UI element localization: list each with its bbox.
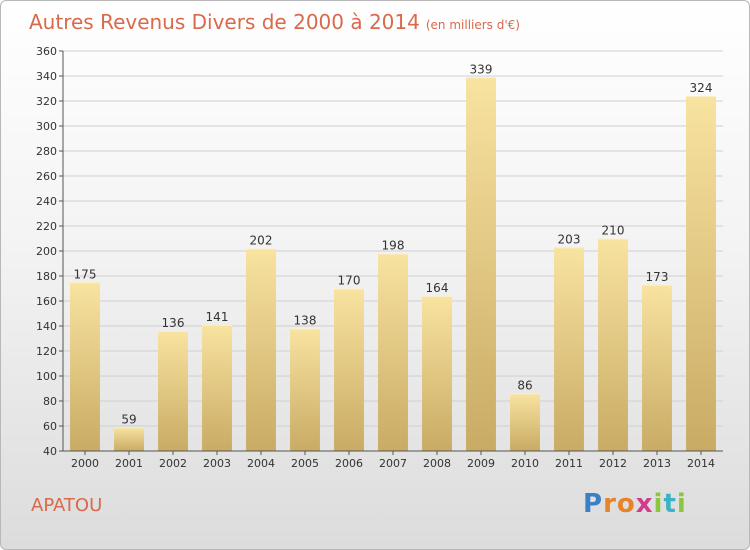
- bars: [70, 77, 716, 451]
- x-tick-label: 2000: [71, 457, 99, 470]
- chart-title-text: Autres Revenus Divers de 2000 à 2014: [29, 10, 420, 34]
- y-tick-label: 140: [36, 320, 57, 333]
- x-tick-label: 2007: [379, 457, 407, 470]
- data-label: 164: [426, 281, 449, 295]
- logo-letter: x: [635, 489, 654, 519]
- labels: 40 60 80 100 120 140 160 180 200 220 240 260 280 300 3…: [36, 45, 715, 470]
- y-tick-label: 340: [36, 70, 57, 83]
- y-tick-label: 100: [36, 370, 57, 383]
- town-name: APATOU: [31, 495, 103, 516]
- y-tick-label: 200: [36, 245, 57, 258]
- bar-2014: [686, 96, 716, 451]
- data-label: 173: [646, 270, 669, 284]
- data-label: 202: [250, 234, 273, 248]
- data-label: 138: [294, 314, 317, 328]
- y-tick-label: 120: [36, 345, 57, 358]
- bar-2007: [378, 253, 408, 451]
- y-tick-label: 40: [43, 445, 57, 458]
- x-tick-label: 2012: [599, 457, 627, 470]
- x-tick-label: 2009: [467, 457, 495, 470]
- y-tick-label: 320: [36, 95, 57, 108]
- bar-2005: [290, 328, 320, 451]
- bar-2002: [158, 331, 188, 451]
- bar-2009: [466, 77, 496, 451]
- bar-2011: [554, 247, 584, 451]
- x-tick-label: 2010: [511, 457, 539, 470]
- y-tick-label: 260: [36, 170, 57, 183]
- bar-2013: [642, 284, 672, 451]
- logo-letter: i: [653, 489, 664, 519]
- data-label: 324: [690, 81, 713, 95]
- data-label: 59: [121, 412, 136, 426]
- x-tick-label: 2004: [247, 457, 275, 470]
- logo-letter: P: [583, 489, 604, 519]
- y-tick-label: 160: [36, 295, 57, 308]
- x-tick-label: 2014: [687, 457, 715, 470]
- bar-2006: [334, 288, 364, 451]
- y-tick-label: 80: [43, 395, 57, 408]
- y-tick-label: 240: [36, 195, 57, 208]
- data-label: 339: [470, 62, 493, 76]
- bar-2008: [422, 296, 452, 451]
- x-tick-label: 2005: [291, 457, 319, 470]
- y-tick-label: 360: [36, 45, 57, 58]
- logo-letter: o: [616, 489, 636, 519]
- data-label: 86: [517, 379, 532, 393]
- x-tick-label: 2003: [203, 457, 231, 470]
- data-label: 141: [206, 310, 229, 324]
- data-label: 210: [602, 224, 625, 238]
- y-tick-label: 180: [36, 270, 57, 283]
- data-label: 198: [382, 239, 405, 253]
- data-label: 203: [558, 232, 581, 246]
- x-tick-label: 2002: [159, 457, 187, 470]
- x-tick-label: 2001: [115, 457, 143, 470]
- y-tick-label: 300: [36, 120, 57, 133]
- chart-title: Autres Revenus Divers de 2000 à 2014 (en …: [29, 10, 520, 34]
- logo-letter: t: [663, 489, 677, 519]
- x-tick-label: 2006: [335, 457, 363, 470]
- data-label: 175: [74, 267, 97, 281]
- bar-2004: [246, 248, 276, 451]
- y-tick-label: 280: [36, 145, 57, 158]
- axes: [59, 50, 723, 455]
- bar-2003: [202, 324, 232, 451]
- data-label: 136: [162, 316, 185, 330]
- data-label: 170: [338, 274, 361, 288]
- bar-2001: [114, 427, 144, 451]
- proxiti-logo: Proxiti: [583, 489, 687, 519]
- y-tick-label: 60: [43, 420, 57, 433]
- bar-2012: [598, 238, 628, 451]
- x-tick-label: 2011: [555, 457, 583, 470]
- logo-letter: i: [676, 489, 687, 519]
- bar-2010: [510, 393, 540, 451]
- y-tick-label: 220: [36, 220, 57, 233]
- x-tick-label: 2013: [643, 457, 671, 470]
- logo-letter: r: [603, 489, 617, 519]
- chart-subtitle: (en milliers d'€): [425, 18, 520, 32]
- x-tick-label: 2008: [423, 457, 451, 470]
- bar-2000: [70, 282, 100, 451]
